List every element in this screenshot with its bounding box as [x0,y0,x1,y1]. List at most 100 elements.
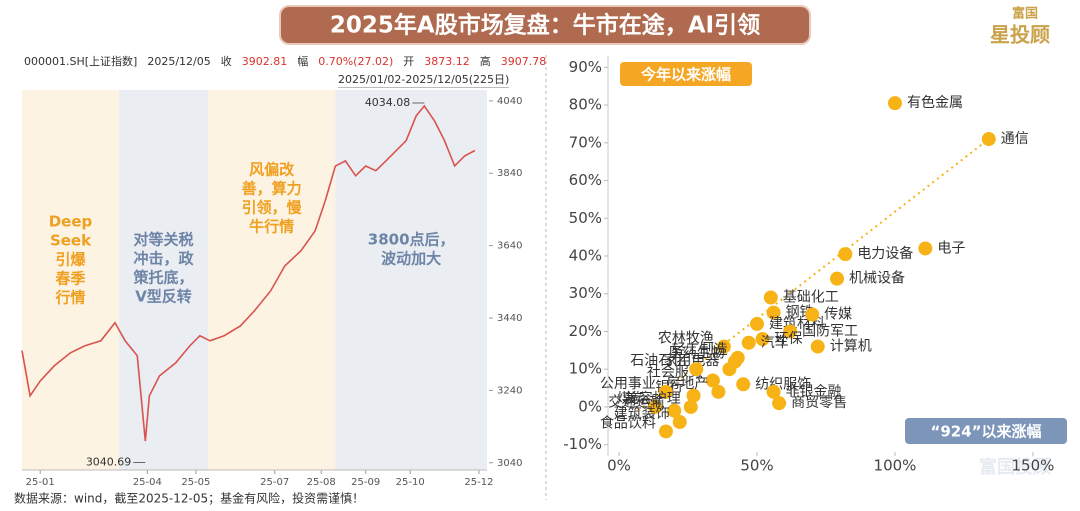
point-label: 通信 [1001,131,1029,147]
x-tick-label: 25-10 [396,477,425,488]
y-tick-label: 80% [569,96,602,114]
point-label: 传媒 [824,306,852,322]
phase-label: 行情 [55,289,86,307]
point [683,399,698,414]
y-tick-label: 70% [569,133,602,151]
x-tick-label: 25-08 [307,477,336,488]
quote-label: 开 [403,55,415,68]
phase-label: 引领，慢 [242,199,303,217]
point-label: 基础化工 [783,289,839,306]
phase-band [22,90,120,470]
annotation: 4034.08 [365,96,411,109]
quote-value: 3907.78 [500,55,547,68]
point [766,384,781,399]
y-tick-label: 20% [569,322,602,340]
phase-label: 牛行情 [249,218,294,236]
point [722,362,737,377]
point-label: 国防军工 [802,323,858,339]
y-tick-label: 3640 [497,241,522,252]
point-label: 食品饮料 [600,414,656,431]
point [783,324,798,339]
footer: 数据来源：wind，截至2025-12-05；基金有风险，投资需谨慎！ [14,491,364,506]
point-label: 房地产 [666,376,708,392]
chart-title: 2025年A股市场复盘：牛市在途，AI引领 [330,12,760,39]
quote: 000001.SH[上证指数] 2025/12/05 收 3902.81 幅 0.70%(… [24,53,556,69]
point [763,290,778,305]
phase-label: 冲击，政 [134,250,195,268]
y-tick-label: -10% [563,435,602,453]
quote-label: 幅 [297,55,309,68]
phase-label: 3800点后， [368,231,455,249]
point [716,339,731,354]
point-label: 公用事业 [600,376,656,392]
point-label: 交通运输 [608,394,664,411]
y-tick-label: 3440 [497,313,522,324]
y-tick-label: 50% [569,209,602,227]
x-tick-label: 150% [1012,457,1055,475]
y-tick-label: 3040 [497,458,522,469]
phase-label: 策托底， [133,269,194,287]
point [658,384,673,399]
x-tick-label: 0% [607,457,631,475]
point-label: 汽车 [761,334,789,351]
point [750,316,765,331]
point-label: 环保 [775,331,803,347]
y-tick-label: 40% [569,247,602,265]
y-axis-label: 今年以来涨幅 [640,66,731,84]
title-box [279,5,811,45]
phase-label: 对等关税 [134,231,194,249]
point [736,377,751,392]
point [730,350,745,365]
point [830,271,845,286]
point [658,424,673,439]
point-label: 美容护理 [625,390,681,407]
quote-value: 0.70%(27.02) [318,55,394,68]
quote-value: 3873.12 [424,55,470,68]
point [755,332,770,347]
point-label: 计算机 [830,339,872,355]
y-tick-label: 4040 [497,96,522,107]
point-label: 社会服务 [647,365,703,381]
y-label-box [620,62,752,86]
annotation: 3040.69 [86,456,132,469]
phase-band [208,90,336,470]
point [686,388,701,403]
phase-label: 善，算力 [242,180,302,198]
x-tick-label: 25-09 [351,477,380,488]
point-label: 农林牧渔 [658,331,714,347]
y-tick-label: 3840 [497,168,522,179]
watermark: 富国投顾 [979,456,1051,478]
point-label: 机械设备 [849,270,905,287]
x-tick-label: 25-07 [260,477,289,488]
point-label: 电子 [937,240,965,256]
point [647,399,662,414]
point-label: 有色金属 [907,94,963,111]
phase-band [119,90,208,470]
point [689,362,704,377]
phase-label: 春季 [56,270,86,288]
x-tick-label: 25-12 [464,477,493,488]
y-tick-label: 0% [578,397,602,415]
quote-value: 3902.81 [241,55,288,68]
quote-label: 收 [220,55,232,68]
x-label-box [905,418,1067,444]
phase-label: Deep [49,213,93,231]
phase-label: Seek [50,232,92,250]
x-axis-label: “924”以来涨幅 [930,423,1041,441]
point-label: 建筑装饰 [614,406,670,422]
x-tick-label: 50% [740,457,773,475]
y-tick-label: 10% [569,360,602,378]
brand: 星投顾 [990,23,1050,47]
point [981,132,996,147]
y-tick-label: 60% [569,171,602,189]
point [711,384,726,399]
phase-label: V型反转 [135,288,192,306]
brand: 富国 [1012,6,1038,22]
x-tick-label: 100% [874,457,917,475]
phase-label: 波动加大 [381,250,441,268]
point [887,96,902,111]
point [810,339,825,354]
point-label: 医药生物 [669,346,725,362]
